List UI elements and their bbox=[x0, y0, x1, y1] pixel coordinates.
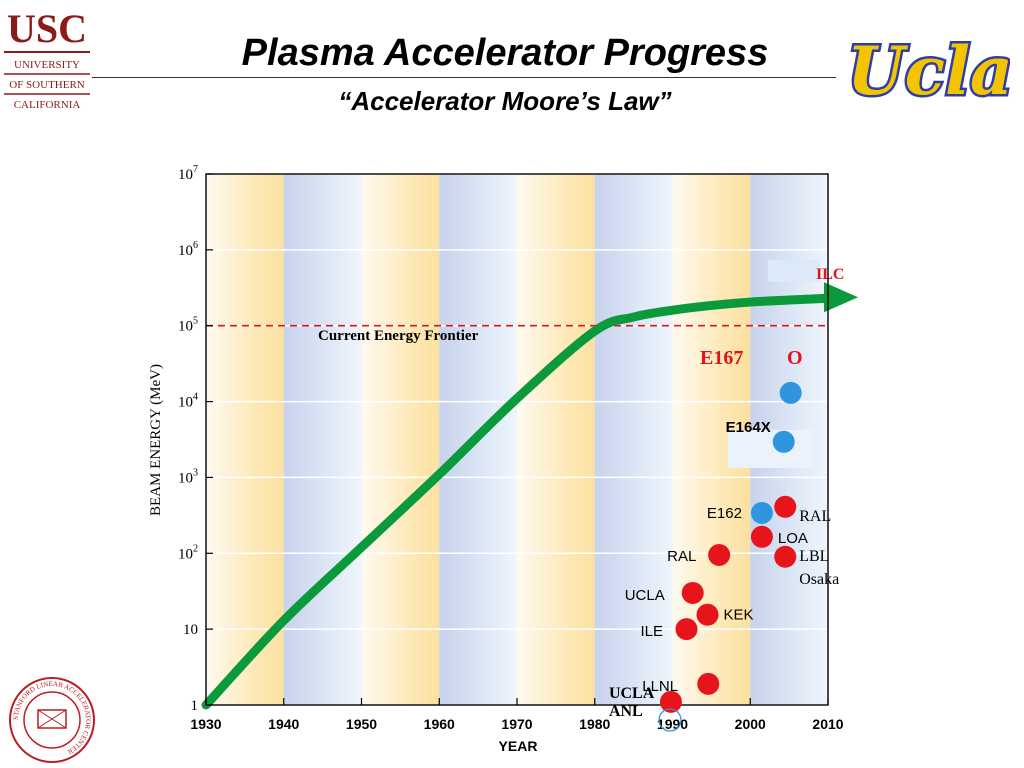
x-tick-label: 1990 bbox=[657, 716, 688, 732]
point-label: RAL bbox=[667, 548, 696, 565]
point-label: RAL bbox=[799, 508, 831, 525]
usc-logo-wordmark: USC bbox=[7, 6, 87, 51]
usc-logo-line3: CALIFORNIA bbox=[14, 99, 81, 111]
e167-label: E167 bbox=[700, 347, 743, 369]
x-tick-label: 1980 bbox=[579, 716, 610, 732]
red-point bbox=[675, 618, 698, 641]
chart-axes: 1930 1940 1950 1960 1970 1980 1990 2000 2010 1 10 1… bbox=[178, 164, 844, 732]
point-label: UCLA bbox=[625, 587, 665, 604]
blue-band bbox=[594, 174, 673, 705]
red-point bbox=[659, 690, 682, 713]
x-tick-label: 1930 bbox=[190, 716, 221, 732]
slide-title: Plasma Accelerator Progress bbox=[241, 32, 769, 74]
y-tick-label: 107 bbox=[178, 164, 198, 183]
x-tick-label: 1970 bbox=[501, 716, 532, 732]
y-tick-label: 105 bbox=[178, 316, 198, 335]
x-tick-label: 1960 bbox=[424, 716, 455, 732]
red-point bbox=[708, 543, 731, 566]
e164x-callout-box bbox=[728, 430, 814, 468]
blue-point bbox=[750, 501, 773, 524]
y-tick-label: 10 bbox=[183, 622, 198, 638]
anl-outline-marker bbox=[658, 708, 682, 732]
trend-curve bbox=[201, 293, 833, 710]
y-tick-label: 1 bbox=[191, 698, 199, 714]
red-point bbox=[681, 581, 704, 604]
ucla-logo-wordmark: Ucla bbox=[847, 32, 1010, 110]
blue-point bbox=[779, 381, 802, 404]
point-label: ILE bbox=[640, 623, 663, 640]
y-tick-label: 102 bbox=[178, 543, 198, 562]
point-label: LLNL bbox=[642, 678, 678, 695]
point-label: Osaka bbox=[799, 571, 839, 588]
y-tick-label: 106 bbox=[178, 240, 198, 259]
y-tick-label: 103 bbox=[178, 467, 198, 486]
red-point bbox=[774, 495, 797, 518]
x-axis-label: YEAR bbox=[499, 738, 538, 754]
y-tick-label: 104 bbox=[178, 392, 198, 411]
red-point bbox=[774, 545, 797, 568]
trend-arrow-head bbox=[824, 282, 858, 313]
y-axis-label: BEAM ENERGY (MeV) bbox=[148, 364, 164, 516]
ucla-logo: Ucla bbox=[846, 30, 1010, 113]
point-label: E164X bbox=[726, 419, 771, 436]
point-label: UCLA bbox=[609, 685, 655, 702]
point-label: KEK bbox=[723, 607, 753, 624]
point-label: LOA bbox=[778, 530, 808, 547]
blue-band bbox=[283, 174, 362, 705]
title-rule bbox=[92, 77, 836, 78]
data-points: UCLAANLLLNLILEKEKUCLARALLOARALLBLOsakaE1… bbox=[609, 381, 839, 720]
gold-band bbox=[206, 174, 284, 705]
red-point bbox=[697, 672, 720, 695]
point-label: LBL bbox=[799, 548, 829, 565]
o-label: O bbox=[787, 347, 803, 369]
x-tick-label: 1950 bbox=[346, 716, 377, 732]
x-tick-label: 2010 bbox=[812, 716, 843, 732]
energy-frontier-label: Current Energy Frontier bbox=[318, 328, 479, 344]
red-point bbox=[750, 525, 773, 548]
ilc-label: ILC bbox=[816, 266, 844, 283]
blue-point bbox=[772, 430, 795, 453]
usc-logo-line1: UNIVERSITY bbox=[14, 59, 80, 71]
usc-logo-line2: OF SOUTHERN bbox=[9, 79, 85, 91]
gold-band bbox=[517, 174, 595, 705]
point-label: ANL bbox=[609, 703, 643, 720]
ilc-callout-box bbox=[768, 260, 820, 282]
usc-logo: USC UNIVERSITY OF SOUTHERN CALIFORNIA bbox=[4, 6, 90, 111]
slac-seal: STANFORD LINEAR ACCELERATOR CENTER bbox=[9, 677, 95, 763]
x-tick-label: 2000 bbox=[735, 716, 766, 732]
point-label: E162 bbox=[707, 505, 742, 522]
gold-band bbox=[361, 174, 440, 705]
red-point bbox=[696, 603, 719, 626]
slide-subtitle: “Accelerator Moore’s Law” bbox=[338, 86, 672, 116]
x-tick-label: 1940 bbox=[268, 716, 299, 732]
